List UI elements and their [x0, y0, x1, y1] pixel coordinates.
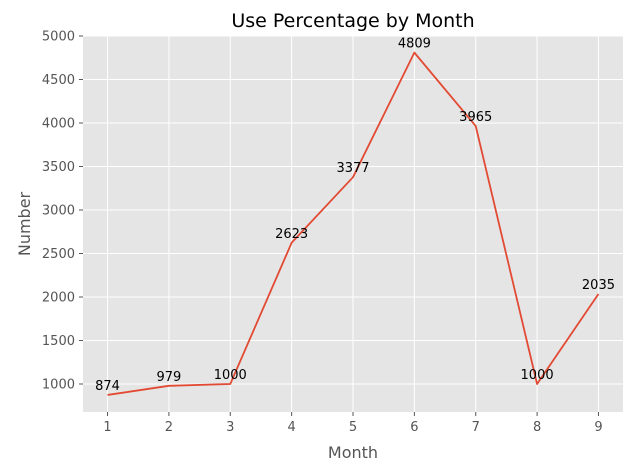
data-label: 874 [95, 379, 120, 394]
x-tick-label: 5 [349, 420, 357, 435]
data-labels: 874 979 1000 2623 3377 4809 3965 1000 2035 [95, 37, 615, 394]
y-tick-label: 2500 [42, 247, 75, 262]
data-label: 4809 [398, 37, 431, 52]
grid [83, 35, 623, 412]
y-tick-label: 4000 [42, 116, 75, 131]
series-group [107, 51, 600, 396]
x-tick-label: 4 [287, 420, 295, 435]
x-tick-label: 3 [226, 420, 234, 435]
y-tick-label: 1000 [42, 377, 75, 392]
y-tick-label: 2000 [42, 290, 75, 305]
y-axis-label: Number [15, 191, 34, 256]
x-axis-ticks: 1 2 3 4 5 6 7 8 9 [103, 412, 603, 435]
x-tick-label: 1 [103, 420, 111, 435]
x-tick-label: 8 [533, 420, 541, 435]
x-tick-label: 2 [165, 420, 173, 435]
x-tick-label: 9 [594, 420, 602, 435]
data-label: 2623 [275, 227, 308, 242]
y-axis-ticks: 1000 1500 2000 2500 3000 3500 4000 4500 5000 [42, 30, 83, 392]
x-tick-label: 6 [410, 420, 418, 435]
data-label: 2035 [582, 278, 615, 293]
data-label: 3965 [459, 110, 492, 125]
y-tick-label: 4500 [42, 73, 75, 88]
y-tick-label: 3500 [42, 160, 75, 175]
y-tick-label: 3000 [42, 203, 75, 218]
y-tick-label: 1500 [42, 334, 75, 349]
x-tick-label: 7 [472, 420, 480, 435]
data-label: 979 [156, 370, 181, 385]
data-label: 3377 [336, 161, 369, 176]
data-label: 1000 [521, 368, 554, 383]
data-label: 1000 [214, 368, 247, 383]
chart-title: Use Percentage by Month [231, 10, 474, 32]
y-tick-label: 5000 [42, 30, 75, 45]
x-axis-label: Month [328, 443, 378, 462]
